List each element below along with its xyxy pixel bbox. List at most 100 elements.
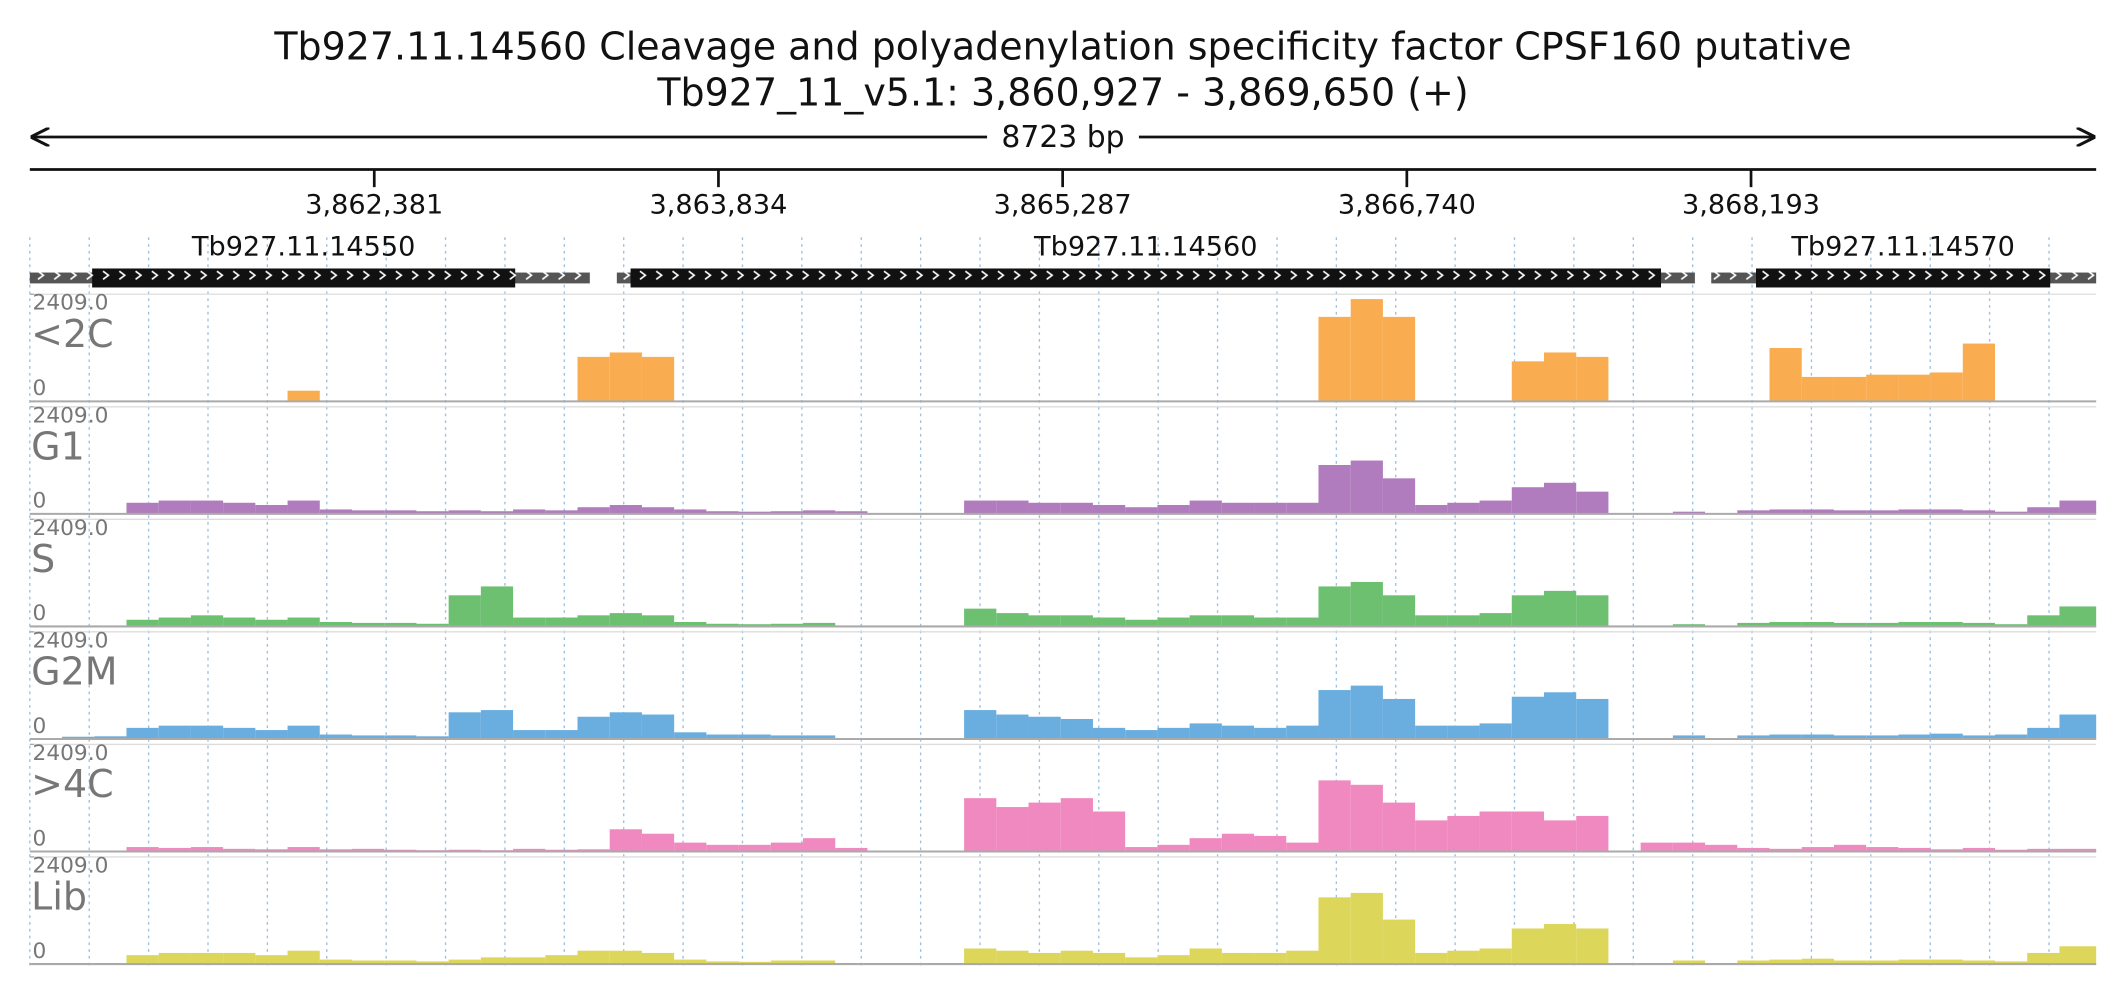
coverage-bar — [1350, 460, 1383, 514]
coverage-bar — [190, 847, 224, 852]
coverage-bar — [1543, 590, 1577, 627]
coverage-bar — [609, 950, 642, 965]
coverage-bar — [255, 955, 288, 965]
strand-arrows — [29, 268, 590, 288]
coverage-bar — [996, 714, 1029, 739]
coverage-bar — [1962, 510, 1996, 514]
coverage-bar — [2059, 606, 2097, 627]
coverage-bar — [1318, 897, 1351, 965]
coverage-bar — [287, 500, 320, 514]
coverage-bar — [1511, 487, 1544, 514]
y-tick-label: 2409.0 — [33, 853, 109, 878]
coverage-bar — [1833, 960, 1867, 965]
coverage-bar — [1672, 624, 1706, 627]
coverage-bar — [1382, 316, 1416, 402]
coverage-bar — [1769, 848, 1802, 852]
chart-subtitle: Tb927_11_v5.1: 3,860,927 - 3,869,650 (+) — [656, 70, 1468, 114]
coverage-bar — [1543, 692, 1577, 739]
coverage-bar — [1930, 849, 1963, 852]
coverage-bar — [1801, 958, 1834, 965]
x-tick-label: 3,863,834 — [649, 190, 787, 221]
track-name: G1 — [31, 424, 85, 468]
coverage-bar — [1157, 727, 1190, 739]
coverage-bar — [1962, 622, 1996, 627]
coverage-bar — [1866, 735, 1899, 739]
coverage-bar — [1189, 723, 1222, 739]
y-tick-label: 2409.0 — [33, 403, 109, 428]
coverage-bar — [1028, 502, 1061, 514]
coverage-bar — [448, 510, 481, 514]
coverage-bar — [770, 842, 804, 852]
coverage-bar — [1125, 730, 1158, 739]
coverage-bar — [126, 619, 159, 627]
coverage-bar — [1092, 952, 1126, 965]
coverage-bar — [1092, 617, 1126, 627]
coverage-bar — [158, 847, 191, 852]
coverage-bar — [1930, 733, 1963, 739]
coverage-bar — [351, 848, 385, 852]
coverage-bar — [1833, 844, 1867, 852]
y-tick-label: 0 — [33, 601, 47, 626]
coverage-bar — [1286, 725, 1319, 739]
coverage-bar — [835, 511, 868, 514]
coverage-bar — [1833, 735, 1867, 739]
coverage-bar — [1898, 621, 1931, 627]
coverage-bar — [803, 838, 836, 852]
coverage-bar — [1092, 727, 1126, 739]
coverage-bar — [1125, 847, 1158, 852]
coverage-bar — [1415, 952, 1448, 965]
coverage-bar — [2027, 615, 2060, 627]
track-name: Lib — [31, 874, 87, 918]
coverage-bar — [1479, 500, 1512, 514]
coverage-bar — [1801, 621, 1834, 627]
coverage-bar — [190, 725, 224, 739]
coverage-bar — [1157, 955, 1190, 965]
coverage-bar — [1962, 343, 1996, 402]
coverage-bar — [2027, 507, 2060, 514]
coverage-bar — [1060, 718, 1093, 739]
coverage-bar — [1028, 716, 1061, 739]
y-tick-label: 0 — [33, 376, 47, 401]
coverage-bar — [1479, 948, 1512, 965]
coverage-bar — [1898, 847, 1931, 852]
coverage-bar — [1350, 299, 1383, 402]
coverage-bar — [706, 623, 739, 627]
coverage-bar — [1286, 842, 1319, 852]
chart-title: Tb927.11.14560 Cleavage and polyadenylat… — [273, 24, 1851, 68]
coverage-bar — [964, 710, 997, 739]
coverage-bar — [545, 617, 578, 627]
coverage-bar — [1350, 784, 1383, 852]
coverage-bar — [996, 807, 1029, 852]
coverage-bar — [2059, 946, 2097, 965]
coverage-bar — [577, 615, 610, 627]
coverage-bar — [1254, 502, 1287, 514]
coverage-bar — [1866, 622, 1899, 627]
coverage-bar — [223, 952, 256, 965]
coverage-bar — [1833, 622, 1867, 627]
coverage-bar — [1769, 348, 1802, 402]
coverage-bar — [1286, 950, 1319, 965]
coverage-bar — [351, 735, 385, 739]
coverage-bar — [384, 960, 417, 965]
coverage-bar — [1930, 621, 1963, 627]
coverage-bar — [351, 510, 385, 514]
coverage-bar — [1318, 586, 1351, 627]
coverage-bar — [1350, 892, 1383, 965]
coverage-bar — [190, 500, 224, 514]
coverage-bar — [94, 736, 127, 739]
coverage-bar — [416, 623, 449, 627]
coverage-bar — [351, 622, 385, 627]
coverage-bar — [287, 950, 320, 965]
coverage-bar — [641, 952, 675, 965]
coverage-bar — [480, 710, 514, 739]
coverage-bar — [803, 622, 836, 627]
track-name: S — [31, 537, 55, 581]
coverage-bar — [1447, 725, 1480, 739]
coverage-bar — [1995, 511, 2028, 514]
coverage-bar — [1930, 372, 1963, 402]
coverage-bar — [674, 732, 707, 739]
coverage-bar — [1833, 510, 1867, 514]
coverage-bar — [126, 955, 159, 965]
x-tick-label: 3,862,381 — [305, 190, 443, 221]
